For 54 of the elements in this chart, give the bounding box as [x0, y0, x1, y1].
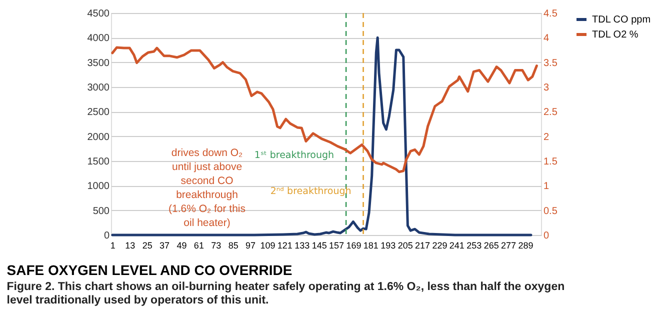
x-tick-label: 169 [346, 240, 362, 250]
x-tick-label: 109 [260, 240, 276, 250]
x-tick-label: 289 [518, 240, 534, 250]
x-tick-label: 85 [228, 240, 238, 250]
y-tick-label: 4500 [87, 8, 110, 20]
y2-tick-label: 3.5 [544, 58, 558, 69]
annotation: drives down O₂ until just above second CO breakthrough (1.6% O₂ for this oil heater) [168, 147, 246, 229]
y2-tick-label: 4.5 [544, 8, 558, 20]
x-tick-label: 277 [501, 240, 516, 250]
x-tick-label: 145 [312, 240, 327, 250]
y2-tick-label: 2 [544, 132, 550, 143]
x-tick-label: 265 [484, 240, 499, 250]
y2-tick-label: 1.5 [544, 156, 558, 168]
x-tick-label: 241 [449, 240, 464, 250]
y-tick-label: 4000 [87, 33, 110, 44]
line-series [111, 46, 538, 174]
y-tick-label: 500 [92, 206, 110, 217]
x-tick-label: 73 [211, 240, 222, 250]
line-series [111, 36, 532, 236]
text: Figure 2. This chart shows an oil-burning heater safely operating at 1.6% O₂, less than half the oxygen level traditionally used by operators of this unit. [6, 281, 565, 306]
legend-label: TDL CO ppm [592, 14, 651, 26]
text: SAFE OXYGEN LEVEL AND CO OVERRIDE [6, 262, 292, 278]
ref-line-label: 2ⁿᵈ breakthrough [270, 186, 352, 197]
y-tick-label: 2500 [87, 107, 110, 118]
y-tick-label: 3500 [87, 58, 110, 69]
x-tick-label: 205 [398, 240, 413, 250]
x-tick-label: 229 [432, 240, 448, 250]
x-tick-label: 121 [277, 240, 292, 250]
y-tick-label: 1000 [87, 181, 110, 192]
x-tick-label: 181 [363, 240, 378, 250]
x-tick-label: 157 [329, 240, 344, 250]
x-tick-label: 49 [176, 240, 187, 250]
ref-line-label: 1ˢᵗ breakthrough [254, 150, 334, 161]
x-tick-label: 133 [294, 240, 310, 250]
y2-tick-label: 0.5 [544, 206, 558, 217]
x-tick-label: 217 [415, 240, 430, 250]
y2-tick-label: 3 [544, 82, 550, 94]
x-tick-label: 25 [142, 240, 152, 250]
y2-tick-label: 2.5 [544, 107, 558, 118]
y2-tick-label: 4 [544, 33, 550, 44]
x-tick-label: 13 [125, 240, 136, 250]
legend-label: TDL O2 % [592, 30, 638, 40]
y-tick-label: 0 [104, 230, 110, 242]
x-tick-label: 37 [160, 240, 170, 250]
y-tick-label: 3000 [87, 82, 110, 94]
y-tick-label: 1500 [87, 156, 110, 168]
y2-tick-label: 0 [544, 230, 550, 242]
x-tick-label: 193 [380, 240, 396, 250]
x-tick-label: 61 [194, 240, 204, 250]
x-tick-label: 97 [246, 240, 256, 250]
y-tick-label: 2000 [87, 132, 110, 143]
y2-tick-label: 1 [544, 181, 550, 192]
x-tick-label: 1 [110, 240, 116, 250]
x-tick-label: 253 [466, 240, 482, 250]
